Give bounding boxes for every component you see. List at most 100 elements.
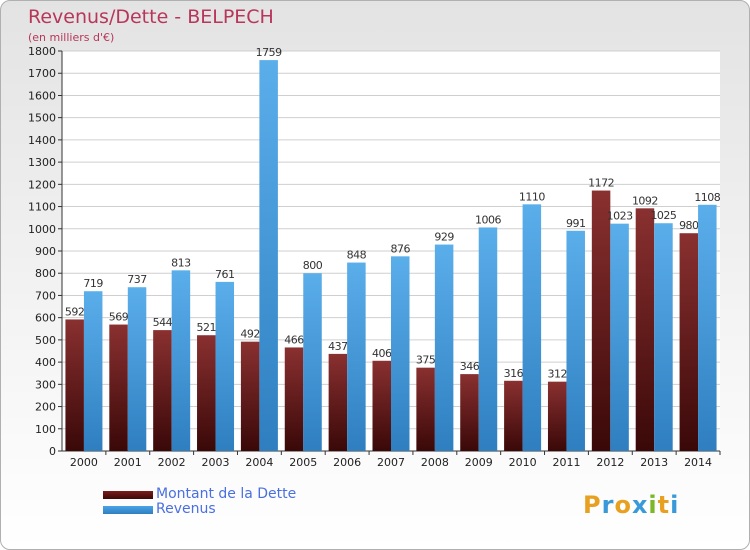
data-label-revenus: 737 <box>127 273 147 286</box>
y-tick-label: 400 <box>35 356 56 369</box>
data-label-revenus: 1110 <box>519 190 545 203</box>
bar-dette <box>328 353 348 451</box>
y-tick-label: 600 <box>35 312 56 325</box>
x-tick-label: 2011 <box>552 456 580 469</box>
data-label-revenus: 1025 <box>650 209 676 222</box>
bar-dette <box>679 233 699 451</box>
y-tick-label: 900 <box>35 245 56 258</box>
bar-revenus <box>654 223 673 451</box>
y-tick-label: 1800 <box>28 45 56 58</box>
x-tick-label: 2014 <box>684 456 712 469</box>
y-tick-label: 1300 <box>28 156 56 169</box>
data-label-revenus: 1023 <box>607 210 633 223</box>
bar-revenus <box>259 60 278 451</box>
bar-dette <box>547 381 567 451</box>
data-label-revenus: 719 <box>83 277 103 290</box>
x-tick-label: 2013 <box>640 456 668 469</box>
bar-revenus <box>127 287 147 451</box>
x-tick-label: 2003 <box>202 456 230 469</box>
y-tick-label: 200 <box>35 401 56 414</box>
data-label-dette: 592 <box>65 305 85 318</box>
data-label-dette: 569 <box>109 311 129 324</box>
data-label-revenus: 1759 <box>256 46 282 59</box>
data-label-dette: 316 <box>504 367 524 380</box>
y-tick-label: 1000 <box>28 223 56 236</box>
bar-dette <box>109 324 128 451</box>
y-tick-label: 1200 <box>28 178 56 191</box>
data-label-revenus: 1006 <box>475 213 501 226</box>
data-label-revenus: 813 <box>171 256 191 269</box>
logo-letter: i <box>648 491 658 519</box>
x-tick-label: 2000 <box>70 456 98 469</box>
data-label-revenus: 761 <box>215 268 235 281</box>
x-tick-label: 2001 <box>114 456 142 469</box>
legend-label-dette: Montant de la Dette <box>156 486 297 502</box>
bar-dette <box>65 319 84 451</box>
data-label-dette: 544 <box>153 316 173 329</box>
data-label-dette: 346 <box>460 360 480 373</box>
logo-letter: i <box>670 491 680 519</box>
bar-revenus <box>478 227 498 451</box>
y-tick-label: 1100 <box>28 201 56 214</box>
x-tick-label: 2004 <box>245 456 273 469</box>
bar-revenus <box>610 223 629 451</box>
data-label-dette: 437 <box>328 340 348 353</box>
y-tick-label: 1400 <box>28 134 56 147</box>
bar-dette <box>591 190 611 452</box>
data-label-dette: 375 <box>416 354 436 367</box>
x-tick-label: 2002 <box>158 456 186 469</box>
logo-letter: P <box>583 491 602 519</box>
proxiti-logo: Proxiti <box>583 491 679 519</box>
data-label-dette: 466 <box>284 333 304 346</box>
legend-swatch-revenus <box>103 506 153 514</box>
x-tick-label: 2009 <box>465 456 493 469</box>
y-tick-label: 500 <box>35 334 56 347</box>
y-tick-label: 800 <box>35 267 56 280</box>
chart-subtitle: (en milliers d'€) <box>28 31 115 44</box>
bar-revenus <box>215 281 235 451</box>
bar-revenus <box>347 262 366 451</box>
x-tick-label: 2007 <box>377 456 405 469</box>
bar-revenus <box>83 291 103 451</box>
data-label-dette: 1092 <box>632 194 658 207</box>
data-label-revenus: 848 <box>347 249 367 262</box>
x-tick-label: 2012 <box>596 456 624 469</box>
bar-revenus <box>303 273 322 451</box>
bar-dette <box>240 341 260 451</box>
data-label-dette: 312 <box>547 368 567 381</box>
data-label-dette: 980 <box>679 219 699 232</box>
x-tick-label: 2010 <box>509 456 537 469</box>
bar-revenus <box>434 244 454 451</box>
y-tick-label: 100 <box>35 423 56 436</box>
logo-letter: x <box>631 491 649 519</box>
bar-revenus <box>171 270 191 451</box>
bar-revenus <box>566 230 585 451</box>
data-label-dette: 406 <box>372 347 392 360</box>
logo-letter: t <box>657 491 671 519</box>
legend-swatch-dette <box>103 491 153 499</box>
legend-label-revenus: Revenus <box>156 501 216 517</box>
bar-dette <box>372 360 391 451</box>
data-label-revenus: 876 <box>391 242 411 255</box>
bar-revenus <box>391 256 410 451</box>
logo-letter: o <box>614 491 632 519</box>
bar-dette <box>460 374 479 451</box>
data-label-dette: 492 <box>240 328 260 341</box>
data-label-revenus: 929 <box>434 231 454 244</box>
y-tick-label: 1500 <box>28 112 56 125</box>
bar-dette <box>284 347 304 451</box>
bar-revenus <box>698 204 717 451</box>
y-tick-label: 1600 <box>28 89 56 102</box>
chart-title: Revenus/Dette - BELPECH <box>28 6 274 28</box>
y-tick-label: 1700 <box>28 67 56 80</box>
bar-dette <box>197 335 216 451</box>
bar-dette <box>153 330 172 451</box>
y-tick-label: 300 <box>35 378 56 391</box>
bar-revenus <box>522 204 542 451</box>
data-label-revenus: 991 <box>566 217 586 230</box>
data-label-revenus: 800 <box>303 259 323 272</box>
y-tick-label: 700 <box>35 289 56 302</box>
bar-dette <box>416 367 435 451</box>
